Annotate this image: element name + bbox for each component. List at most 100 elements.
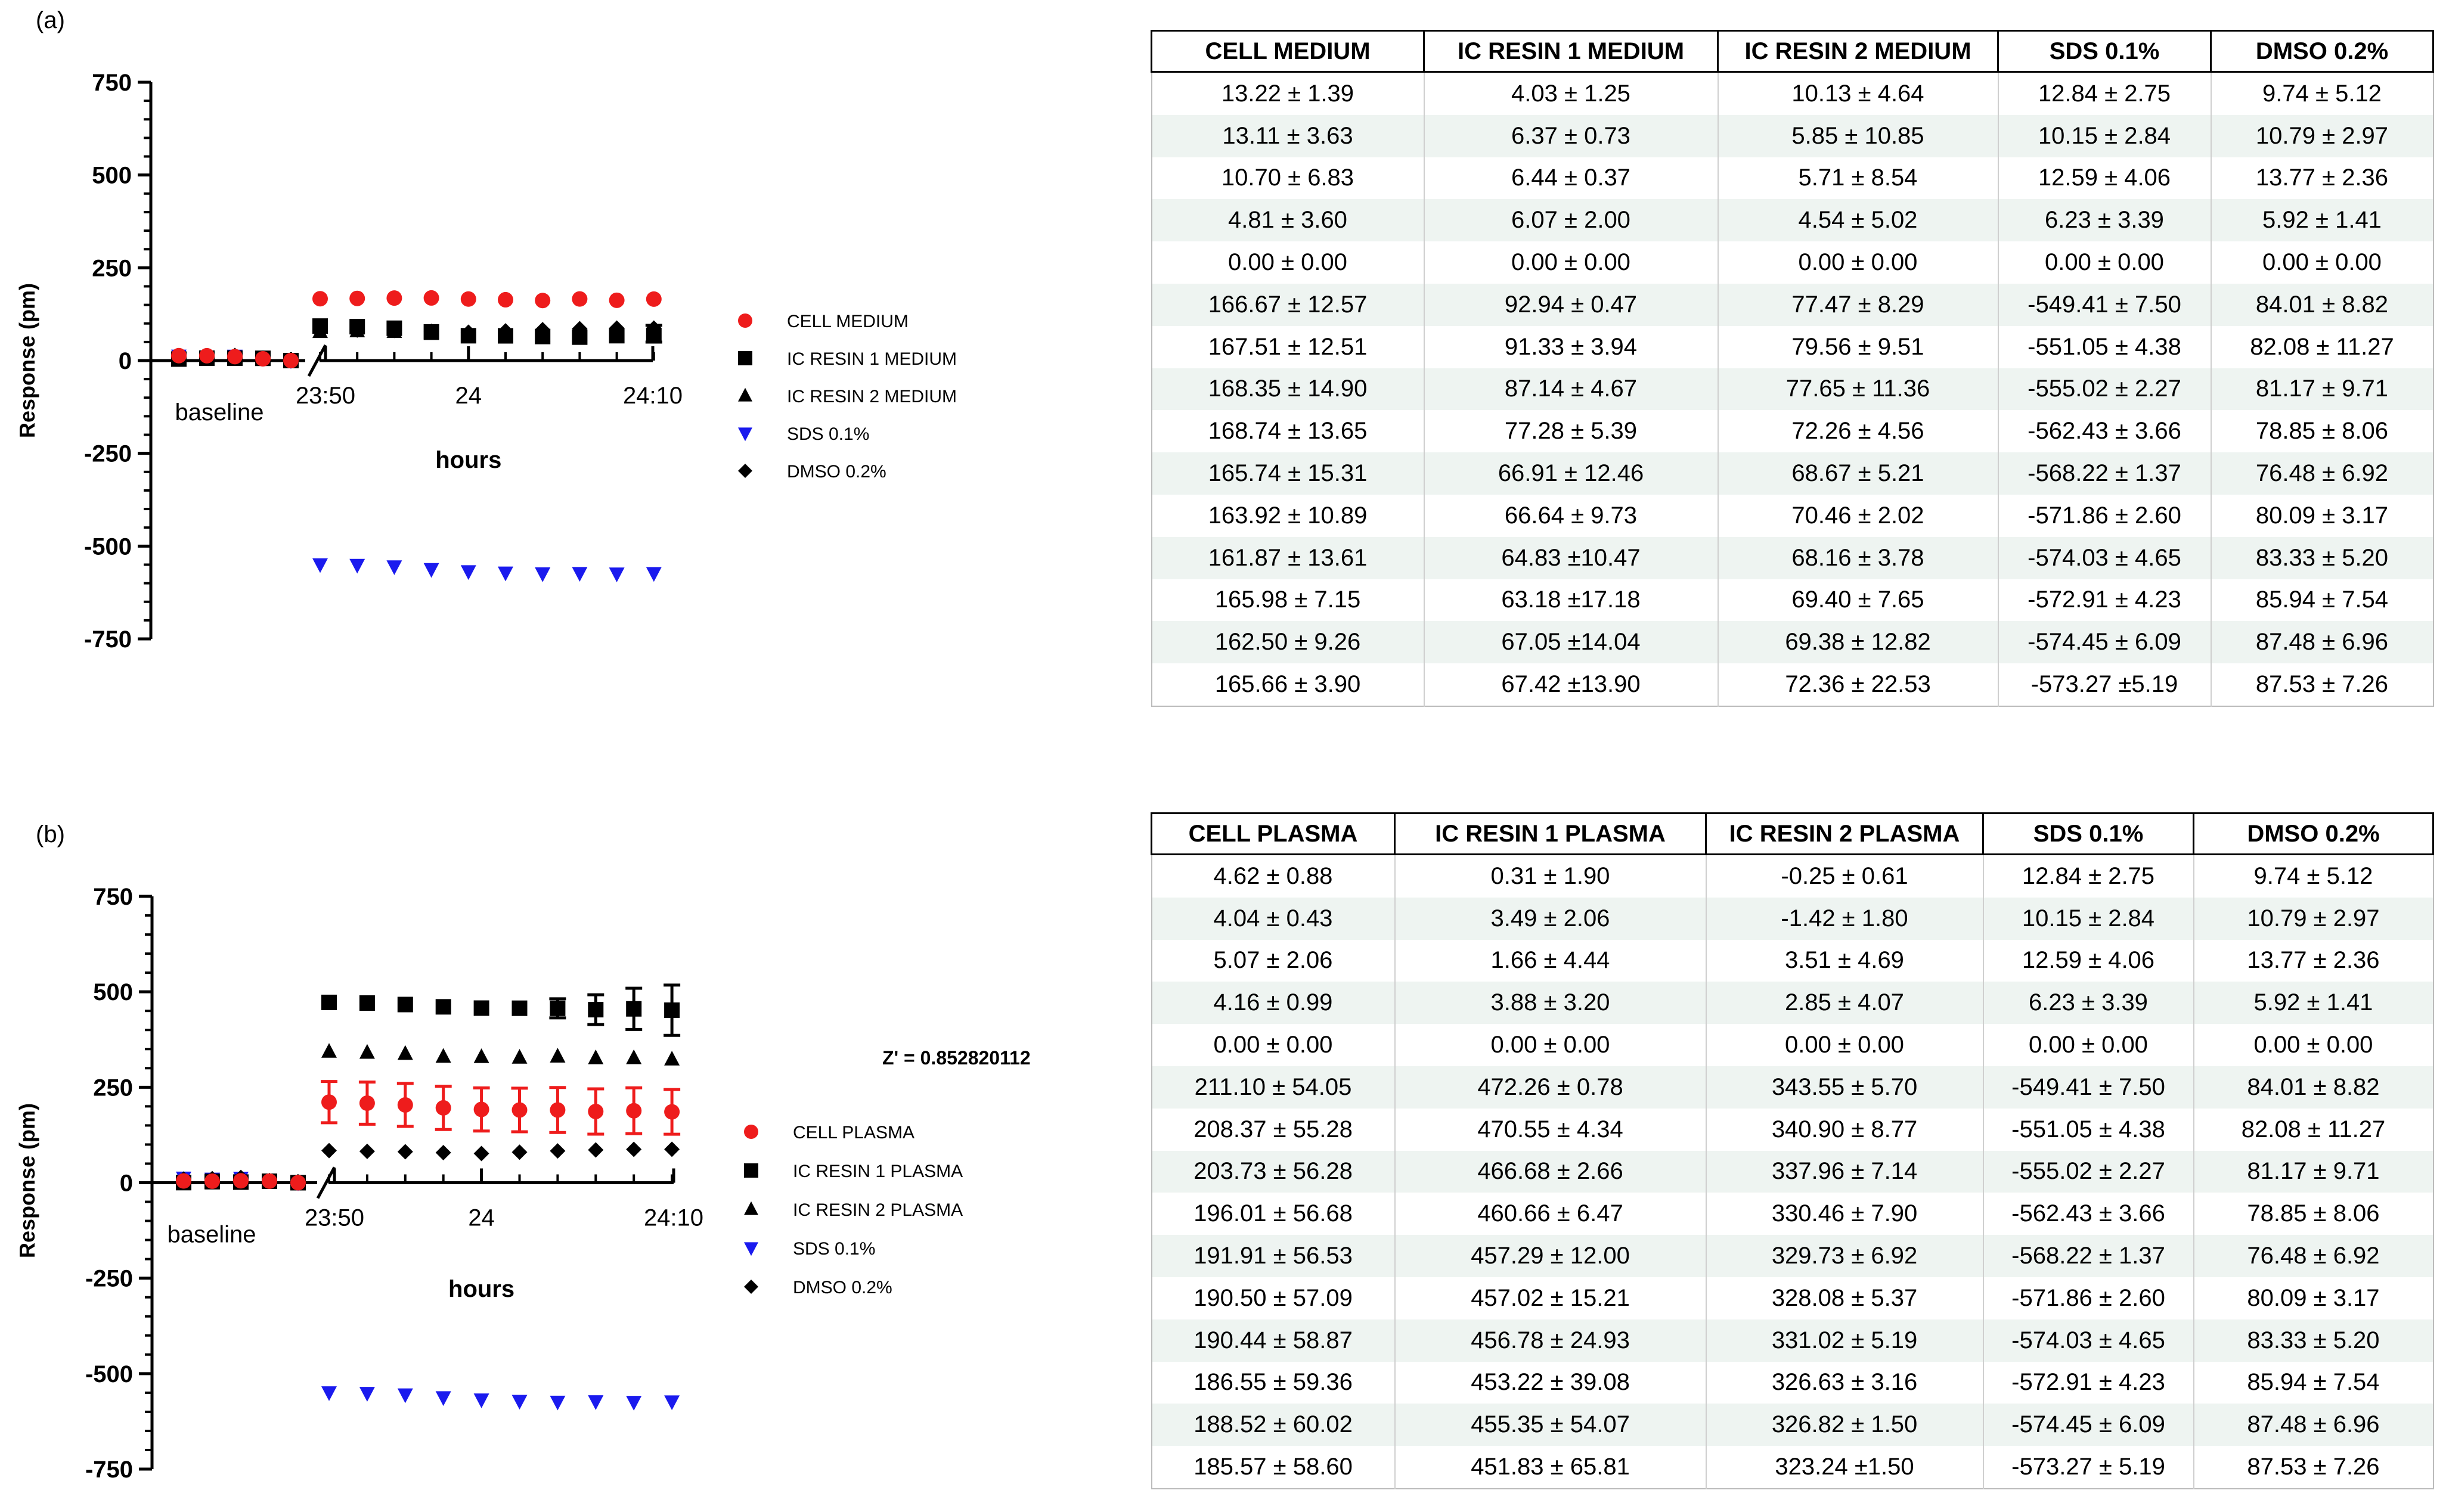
table-cell: 6.44 ± 0.37 (1423, 157, 1718, 200)
data-point (283, 353, 299, 368)
table-row: 185.57 ± 58.60 451.83 ± 65.81 323.24 ±1.50… (1152, 1446, 2433, 1489)
table-cell: 0.00 ± 0.00 (1394, 1024, 1706, 1066)
x-tick-label: 24 (468, 1205, 495, 1231)
table-cell: 63.18 ±17.18 (1423, 579, 1718, 622)
table-cell: -1.42 ± 1.80 (1705, 897, 1983, 940)
table-row: 0.00 ± 0.00 0.00 ± 0.00 0.00 ± 0.00 0.00 ± … (1152, 241, 2433, 284)
table-row: 168.74 ± 13.65 77.28 ± 5.39 72.26 ± 4.56 -5… (1152, 410, 2433, 453)
data-point (588, 1049, 604, 1064)
table-cell: 211.10 ± 54.05 (1151, 1066, 1395, 1109)
table-cell: 0.00 ± 0.00 (1228, 249, 1347, 276)
legend-label: SDS 0.1% (793, 1239, 875, 1259)
data-point (171, 347, 187, 364)
baseline-label: baseline (167, 1222, 256, 1248)
table-cell: 10.79 ± 2.97 (2193, 897, 2433, 940)
data-point (626, 1049, 642, 1064)
table-cell: 70.46 ± 2.02 (1717, 494, 1998, 537)
table-cell: 472.26 ± 0.78 (1394, 1066, 1706, 1109)
data-point (227, 349, 243, 365)
table-row: 0.00 ± 0.00 0.00 ± 0.00 0.00 ± 0.00 0.00 ± … (1152, 1024, 2433, 1066)
data-point (397, 1097, 413, 1113)
table-cell: 87.48 ± 6.96 (2193, 1404, 2433, 1446)
table-cell: 5.07 ± 2.06 (1213, 947, 1333, 974)
column-header: IC RESIN 2 MEDIUM (1717, 30, 1999, 73)
table-cell: 203.73 ± 56.28 (1151, 1150, 1395, 1193)
legend-marker (744, 1280, 758, 1294)
table-cell: 6.07 ± 2.00 (1423, 199, 1718, 242)
column-header: IC RESIN 2 PLASMA (1705, 812, 1984, 855)
table-cell: 0.00 ± 0.00 (2193, 1024, 2433, 1066)
y-tick-label: -500 (84, 533, 132, 560)
table-row: 161.87 ± 13.61 64.83 ±10.47 68.16 ± 3.78 -5… (1151, 536, 2433, 579)
data-point (535, 293, 551, 309)
legend-marker (744, 1242, 758, 1256)
legend-label: IC RESIN 2 PLASMA (793, 1200, 963, 1220)
legend-label: IC RESIN 2 MEDIUM (787, 387, 957, 406)
table-cell: 76.48 ± 6.92 (2193, 1235, 2433, 1277)
y-tick-label: 750 (92, 70, 132, 96)
y-tick-label: 0 (120, 1171, 133, 1197)
y-tick-label: 750 (93, 884, 133, 910)
data-point (626, 1001, 642, 1017)
table-cell: 13.77 ± 2.36 (2210, 157, 2433, 200)
data-point (664, 1104, 680, 1120)
data-point (359, 1044, 375, 1059)
data-point (626, 1103, 642, 1119)
table-cell: 78.85 ± 8.06 (2193, 1193, 2433, 1235)
table-cell: 9.74 ± 5.12 (2193, 854, 2433, 898)
table-cell: 165.98 ± 7.15 (1214, 586, 1361, 613)
data-point (460, 291, 476, 307)
data-point (397, 1388, 413, 1404)
table-cell: 328.08 ± 5.37 (1705, 1277, 1983, 1319)
table-cell: 330.46 ± 7.90 (1705, 1193, 1983, 1235)
table-cell: 457.02 ± 15.21 (1394, 1277, 1706, 1319)
legend-marker (738, 464, 752, 478)
table-cell: -562.43 ± 3.66 (1997, 410, 2211, 453)
y-axis-title: Response (pm) (15, 283, 39, 438)
table-cell: 79.56 ± 9.51 (1717, 325, 1998, 368)
table-row: 190.44 ± 58.87 456.78 ± 24.93 331.02 ± 5.1… (1151, 1319, 2433, 1362)
table-cell: 4.04 ± 0.43 (1151, 897, 1395, 940)
data-point (572, 291, 588, 307)
table-cell: 81.17 ± 9.71 (2210, 368, 2433, 411)
x-axis: 23:50 24 24:10 baseline (152, 1166, 703, 1248)
table-cell: 5.71 ± 8.54 (1717, 157, 1998, 200)
table-cell: 69.40 ± 7.65 (1717, 579, 1998, 622)
table-cell: 12.84 ± 2.75 (1997, 72, 2211, 115)
table-cell: -574.03 ± 4.65 (1982, 1319, 2194, 1362)
data-point (550, 1000, 566, 1016)
table-cell: 4.62 ± 0.88 (1213, 862, 1333, 889)
table-cell: 453.22 ± 39.08 (1394, 1361, 1706, 1404)
table-cell: 166.67 ± 12.57 (1151, 283, 1424, 326)
table-cell: 165.74 ± 15.31 (1151, 452, 1424, 495)
table-row: 162.50 ± 9.26 67.05 ±14.04 69.38 ± 12.82 -5… (1151, 621, 2433, 664)
series-sds-0-1- (176, 1171, 680, 1411)
y-tick-label: 500 (92, 163, 132, 189)
data-point (255, 351, 271, 367)
chart-a: 750 500 250 0 -250 -500 -750 Response (pm) 23:50… (15, 70, 957, 653)
series-sds-0-1- (171, 349, 662, 582)
table-row: 168.35 ± 14.90 87.14 ± 4.67 77.65 ± 11.36-… (1151, 368, 2433, 411)
table-cell: 185.57 ± 58.60 (1193, 1454, 1353, 1480)
legend: CELL PLASMA IC RESIN 1 PLASMA IC RESIN 2 P… (744, 1123, 963, 1297)
table-cell: 85.94 ± 7.54 (2193, 1361, 2433, 1404)
table-cell: 84.01 ± 8.82 (2210, 283, 2433, 326)
table-cell: 4.03 ± 1.25 (1423, 72, 1718, 115)
table-cell: 196.01 ± 56.68 (1193, 1200, 1353, 1227)
table-cell: 87.53 ± 7.26 (2193, 1446, 2433, 1489)
y-tick-label: -250 (85, 1266, 133, 1292)
table-cell: 168.35 ± 14.90 (1151, 368, 1424, 411)
baseline-label: baseline (175, 399, 263, 426)
table-cell: 0.00 ± 0.00 (1982, 1024, 2194, 1066)
table-row: 191.91 ± 56.53 457.29 ± 12.00 329.73 ± 6.9… (1151, 1235, 2433, 1277)
table-cell: 190.44 ± 58.87 (1151, 1319, 1395, 1362)
table-row: 166.67 ± 12.57 92.94 ± 0.47 77.47 ± 8.29 -5… (1151, 283, 2433, 326)
table-cell: 0.00 ± 0.00 (1213, 1032, 1333, 1058)
table-row: 4.81 ± 3.60 6.07 ± 2.00 4.54 ± 5.02 6.23 ± … (1151, 199, 2433, 242)
table-cell: 3.88 ± 3.20 (1394, 982, 1706, 1024)
table-cell: 64.83 ±10.47 (1423, 536, 1718, 579)
table-cell: 323.24 ±1.50 (1705, 1446, 1983, 1489)
data-point (349, 558, 365, 574)
table-cell: -549.41 ± 7.50 (1982, 1066, 2194, 1109)
data-point (386, 560, 402, 575)
